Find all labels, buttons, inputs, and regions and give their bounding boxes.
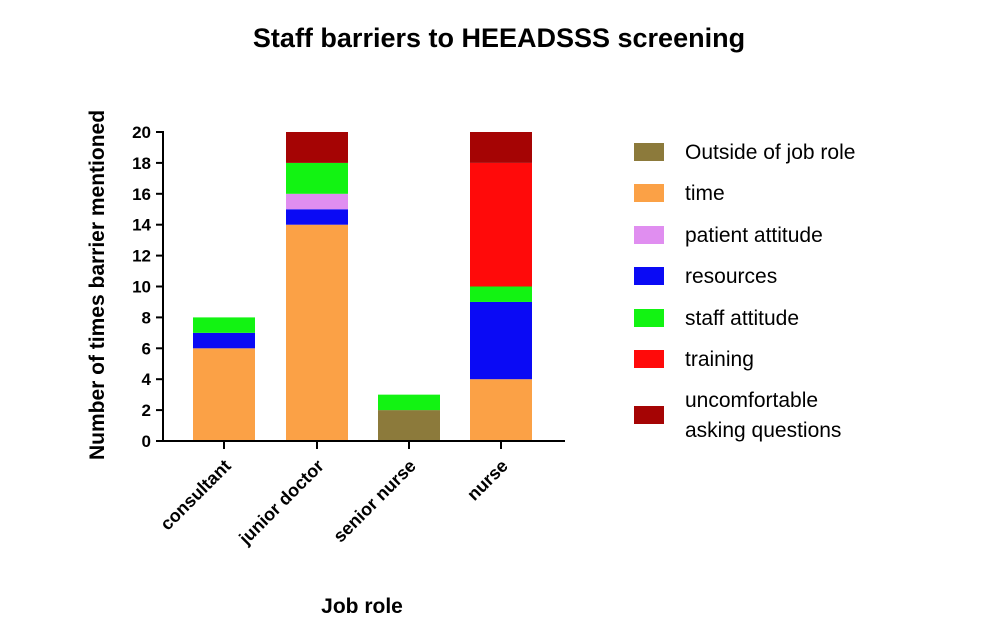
legend-label-outside-of-job-role: Outside of job role	[685, 141, 855, 164]
bar-segment-senior-nurse-staff-attitude	[378, 394, 440, 411]
bar-segment-consultant-resources	[193, 332, 255, 349]
legend-swatch-resources	[634, 267, 664, 285]
y-axis-label: Number of times barrier mentioned	[86, 110, 109, 460]
bar-segment-consultant-time	[193, 348, 255, 441]
legend-label-staff-attitude: staff attitude	[685, 307, 799, 330]
x-category-label-consultant: consultant	[156, 456, 234, 534]
legend-label-training: training	[685, 348, 754, 371]
y-tick-label: 4	[142, 370, 152, 389]
chart-title: Staff barriers to HEEADSSS screening	[253, 23, 745, 53]
legend-swatch-training	[634, 350, 664, 368]
bar-segment-senior-nurse-outside-of-job-role	[378, 410, 440, 441]
bar-segment-nurse-time	[470, 379, 532, 441]
legend-swatch-uncomfortable-asking-questions	[634, 406, 664, 424]
x-category-label-junior-doctor: junior doctor	[234, 456, 327, 549]
bar-segment-junior-doctor-patient-attitude	[286, 193, 348, 210]
bar-segment-nurse-training	[470, 162, 532, 287]
y-tick-label: 18	[132, 154, 151, 173]
y-tick-label: 2	[142, 401, 151, 420]
legend-swatch-outside-of-job-role	[634, 143, 664, 161]
legend: Outside of job role time patient attitude r…	[634, 141, 855, 442]
legend-label-uncomfortable-asking-questions: uncomfortable	[685, 389, 818, 412]
y-tick-label: 14	[132, 216, 151, 235]
legend-label-resources: resources	[685, 265, 777, 288]
y-tick-label: 12	[132, 247, 151, 266]
bar-segment-junior-doctor-time	[286, 224, 348, 441]
bar-segment-junior-doctor-uncomfortable-asking-questions	[286, 132, 348, 163]
y-tick-label: 8	[142, 308, 151, 327]
legend-label-patient-attitude: patient attitude	[685, 224, 823, 247]
x-axis-label: Job role	[321, 595, 403, 618]
x-category-label-nurse: nurse	[463, 456, 512, 505]
bars-group	[193, 132, 532, 441]
x-category-label-senior-nurse: senior nurse	[329, 456, 420, 547]
legend-swatch-staff-attitude	[634, 309, 664, 327]
legend-label-time: time	[685, 182, 725, 205]
y-tick-label: 16	[132, 185, 151, 204]
y-tick-label: 6	[142, 339, 151, 358]
legend-swatch-patient-attitude	[634, 226, 664, 244]
bar-segment-nurse-staff-attitude	[470, 286, 532, 302]
bar-segment-nurse-uncomfortable-asking-questions	[470, 132, 532, 163]
legend-swatch-time	[634, 184, 664, 202]
legend-label-uncomfortable-asking-questions: asking questions	[685, 419, 841, 442]
bar-segment-junior-doctor-resources	[286, 209, 348, 225]
y-tick-label: 10	[132, 278, 151, 297]
y-tick-label: 20	[132, 123, 151, 142]
y-tick-label: 0	[142, 432, 151, 451]
bar-segment-junior-doctor-staff-attitude	[286, 162, 348, 194]
bar-segment-nurse-resources	[470, 301, 532, 380]
bar-segment-consultant-staff-attitude	[193, 317, 255, 333]
